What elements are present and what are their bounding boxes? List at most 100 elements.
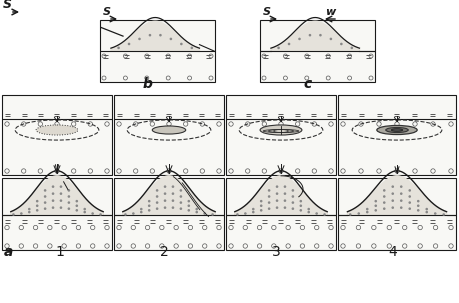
Circle shape <box>51 185 54 188</box>
Circle shape <box>159 34 162 36</box>
Ellipse shape <box>152 126 185 134</box>
Circle shape <box>382 195 385 198</box>
Circle shape <box>291 189 294 192</box>
Circle shape <box>259 209 262 211</box>
Circle shape <box>259 200 262 202</box>
Circle shape <box>195 211 197 213</box>
Circle shape <box>297 38 300 40</box>
Polygon shape <box>270 21 358 51</box>
Circle shape <box>416 200 419 202</box>
Ellipse shape <box>376 125 416 135</box>
Circle shape <box>283 206 285 209</box>
Circle shape <box>163 199 166 202</box>
Circle shape <box>399 192 402 195</box>
Circle shape <box>374 205 376 207</box>
Ellipse shape <box>385 128 407 132</box>
Circle shape <box>179 43 182 45</box>
Bar <box>225 178 335 250</box>
Text: 4: 4 <box>387 245 396 259</box>
Circle shape <box>128 43 130 45</box>
Circle shape <box>171 192 174 195</box>
Circle shape <box>83 208 86 210</box>
Polygon shape <box>234 176 326 215</box>
Circle shape <box>67 189 70 192</box>
Circle shape <box>416 209 419 211</box>
Circle shape <box>391 199 393 202</box>
Circle shape <box>399 206 402 209</box>
Bar <box>259 20 374 82</box>
Circle shape <box>267 201 270 204</box>
Circle shape <box>179 201 182 204</box>
Circle shape <box>408 201 410 204</box>
Circle shape <box>44 201 46 204</box>
Circle shape <box>171 199 174 202</box>
Circle shape <box>235 213 238 216</box>
Circle shape <box>391 192 393 195</box>
Circle shape <box>156 207 158 210</box>
Circle shape <box>99 213 101 216</box>
Circle shape <box>44 189 46 192</box>
Circle shape <box>416 205 419 207</box>
Polygon shape <box>347 176 446 215</box>
Circle shape <box>75 209 78 211</box>
Bar <box>225 95 335 175</box>
Circle shape <box>365 211 368 213</box>
Circle shape <box>267 195 270 198</box>
Circle shape <box>287 43 290 45</box>
Circle shape <box>28 211 30 213</box>
Circle shape <box>382 189 385 192</box>
Circle shape <box>169 38 172 40</box>
Circle shape <box>323 213 325 216</box>
Circle shape <box>138 38 140 40</box>
Circle shape <box>179 189 182 192</box>
Circle shape <box>252 208 254 210</box>
Circle shape <box>399 185 402 188</box>
Circle shape <box>382 207 385 210</box>
Circle shape <box>408 189 410 192</box>
Circle shape <box>187 209 190 211</box>
Polygon shape <box>111 21 199 51</box>
Circle shape <box>36 200 39 202</box>
Circle shape <box>187 200 190 202</box>
Circle shape <box>67 201 70 204</box>
Polygon shape <box>123 176 215 215</box>
Circle shape <box>374 209 376 211</box>
Text: S: S <box>103 7 111 17</box>
Circle shape <box>275 206 278 209</box>
Circle shape <box>75 200 78 202</box>
Circle shape <box>83 211 86 213</box>
Circle shape <box>275 199 278 202</box>
Circle shape <box>442 213 444 216</box>
Bar <box>337 178 455 250</box>
Circle shape <box>329 38 331 40</box>
Circle shape <box>283 199 285 202</box>
Circle shape <box>36 209 39 211</box>
Circle shape <box>391 206 393 209</box>
Circle shape <box>140 211 142 213</box>
Circle shape <box>211 213 213 216</box>
Circle shape <box>148 200 150 202</box>
Text: w: w <box>325 7 335 17</box>
Circle shape <box>195 208 197 210</box>
Circle shape <box>308 34 311 36</box>
Circle shape <box>51 206 54 209</box>
Circle shape <box>365 208 368 210</box>
Circle shape <box>382 201 385 204</box>
Circle shape <box>252 211 254 213</box>
Circle shape <box>425 211 427 213</box>
Circle shape <box>399 199 402 202</box>
Circle shape <box>163 185 166 188</box>
Circle shape <box>277 47 279 49</box>
Circle shape <box>148 209 150 211</box>
Bar <box>100 20 214 82</box>
Circle shape <box>51 199 54 202</box>
Circle shape <box>171 206 174 209</box>
Circle shape <box>299 209 302 211</box>
Circle shape <box>28 208 30 210</box>
Circle shape <box>148 34 151 36</box>
Circle shape <box>307 211 309 213</box>
Circle shape <box>203 212 206 215</box>
Circle shape <box>44 207 46 210</box>
Circle shape <box>350 47 353 49</box>
Circle shape <box>283 192 285 195</box>
